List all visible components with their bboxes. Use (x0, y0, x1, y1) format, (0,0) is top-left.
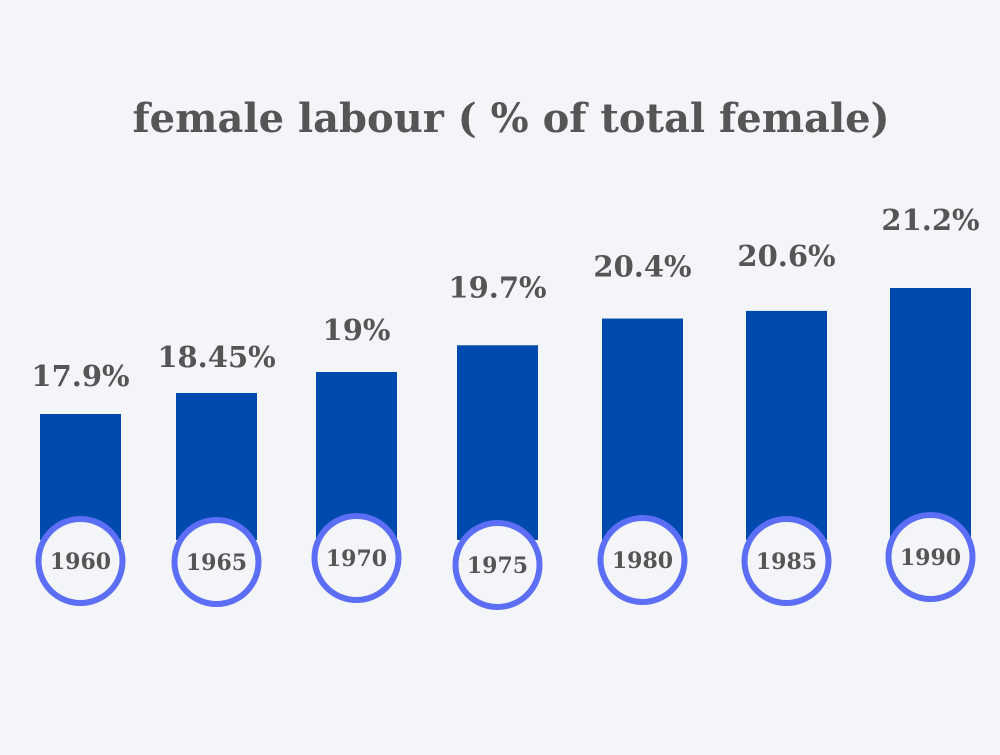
bar-1975 (457, 345, 538, 540)
year-circle (885, 512, 976, 602)
year-circle (171, 517, 262, 607)
data-label: 19% (323, 313, 391, 347)
bar-1980 (602, 318, 683, 540)
x-tick-label: 1965 (186, 550, 247, 576)
year-circle (311, 513, 402, 603)
x-tick-label: 1970 (326, 546, 387, 572)
data-label: 20.4% (593, 250, 691, 284)
year-circle (597, 515, 688, 605)
data-label: 20.6% (737, 239, 835, 273)
chart-title: female labour ( % of total female) (132, 95, 889, 142)
bar-1965 (176, 393, 257, 540)
x-tick-label: 1980 (612, 548, 673, 574)
x-tick-label: 1975 (467, 553, 528, 579)
x-tick-label: 1990 (900, 545, 961, 571)
year-circle (741, 516, 832, 606)
x-tick-label: 1960 (50, 549, 111, 575)
data-label: 21.2% (881, 203, 979, 237)
data-label: 17.9% (31, 359, 129, 393)
data-label: 19.7% (448, 270, 546, 304)
bar-1985 (746, 310, 827, 540)
year-circle (35, 516, 126, 606)
x-tick-label: 1985 (756, 549, 817, 575)
data-label: 18.45% (157, 340, 275, 374)
bar-1990 (890, 288, 971, 540)
bar-1970 (316, 372, 397, 540)
year-circle (452, 520, 543, 610)
